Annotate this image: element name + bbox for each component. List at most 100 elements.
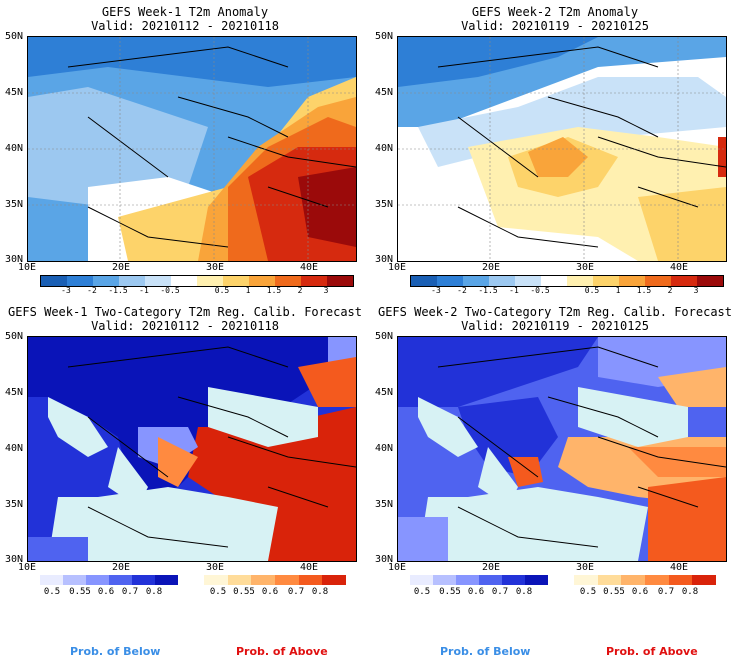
colorbar-swatch <box>155 575 178 585</box>
colorbar-tick: 0.5 <box>413 587 431 597</box>
colorbar-swatch <box>619 276 645 286</box>
colorbar-swatch <box>171 276 197 286</box>
colorbar-swatch <box>86 575 109 585</box>
colorbar-tick: 0.6 <box>467 587 485 597</box>
colorbar-tick: 0.7 <box>287 587 305 597</box>
panel-subtitle: Valid: 20210112 - 20210118 <box>91 319 279 333</box>
colorbar-tick: 2 <box>667 286 673 295</box>
colorbar-tick: 0.6 <box>261 587 279 597</box>
colorbar-swatch <box>227 575 252 585</box>
colorbar-swatch <box>645 575 669 585</box>
colorbar-swatch <box>301 276 327 286</box>
colorbar-swatch <box>697 276 723 286</box>
colorbar-swatch <box>197 276 223 286</box>
lat-label: 35N <box>5 499 24 510</box>
lon-label: 20E <box>111 562 131 573</box>
colorbar-tick: 0.8 <box>145 587 163 597</box>
lon-label: 10E <box>387 262 407 273</box>
colorbar-swatch <box>223 276 249 286</box>
colorbar-tick: 0.55 <box>603 587 625 597</box>
anomaly-map <box>27 36 357 262</box>
lat-label: 50N <box>375 331 394 342</box>
colorbar-tick: -1.5 <box>478 286 498 295</box>
colorbar-tick: 0.55 <box>233 587 255 597</box>
colorbar-swatch <box>671 276 697 286</box>
lat-label: 35N <box>375 499 394 510</box>
colorbar-tick: 1.5 <box>636 286 652 295</box>
panel-subtitle: Valid: 20210119 - 20210125 <box>461 19 649 33</box>
colorbar-tick: -2 <box>87 286 97 295</box>
colorbar-swatch <box>692 575 717 585</box>
panel-week2-probability: GEFS Week-2 Two-Category T2m Reg. Calib.… <box>370 300 740 662</box>
colorbar-tick: -2 <box>457 286 467 295</box>
lon-label: 40E <box>669 562 689 573</box>
colorbar-swatch <box>515 276 541 286</box>
colorbar-swatch <box>298 575 323 585</box>
prob-below-label: Prob. of Below <box>70 645 161 658</box>
colorbar-tick: 0.6 <box>97 587 115 597</box>
colorbar-swatch <box>410 575 433 585</box>
colorbar-swatch <box>41 276 67 286</box>
colorbar-swatch <box>502 575 525 585</box>
colorbar-tick: -0.5 <box>530 286 550 295</box>
lon-label: 10E <box>17 262 37 273</box>
panel-title: GEFS Week-2 T2m Anomaly <box>471 5 639 19</box>
lon-label: 20E <box>481 562 501 573</box>
lon-label: 30E <box>575 262 595 273</box>
colorbar-tick: 0.5 <box>584 286 600 295</box>
colorbar-swatch <box>63 575 86 585</box>
colorbar-swatch <box>645 276 671 286</box>
colorbar-swatch <box>411 276 437 286</box>
colorbar-swatch <box>668 575 693 585</box>
lon-label: 40E <box>669 262 689 273</box>
colorbar-tick: 0.8 <box>515 587 533 597</box>
panel-title: GEFS Week-1 T2m Anomaly <box>101 5 269 19</box>
colorbar-tick: -1.5 <box>108 286 128 295</box>
panel-subtitle: Valid: 20210112 - 20210118 <box>91 19 279 33</box>
lat-label: 40N <box>5 443 24 454</box>
colorbar-swatch <box>479 575 502 585</box>
lon-label: 10E <box>17 562 37 573</box>
colorbar-swatch <box>327 276 353 286</box>
colorbar-swatch <box>463 276 489 286</box>
lat-label: 50N <box>375 31 394 42</box>
prob-above-label: Prob. of Above <box>606 645 698 658</box>
colorbar-swatch <box>204 575 228 585</box>
lat-label: 50N <box>5 31 24 42</box>
colorbar-tick: 1 <box>245 286 251 295</box>
colorbar-tick: -1 <box>509 286 519 295</box>
colorbar-tick: 0.7 <box>657 587 675 597</box>
colorbar-swatch <box>145 276 171 286</box>
colorbar-tick: 0.8 <box>311 587 329 597</box>
below-colorbar <box>40 575 178 585</box>
colorbar-tick: 0.6 <box>631 587 649 597</box>
colorbar-swatch <box>437 276 463 286</box>
colorbar-swatch <box>567 276 593 286</box>
colorbar-swatch <box>621 575 646 585</box>
anomaly-colorbar <box>40 275 354 287</box>
lat-label: 35N <box>5 199 24 210</box>
colorbar-swatch <box>525 575 548 585</box>
lat-label: 40N <box>375 143 394 154</box>
colorbar-swatch <box>251 575 276 585</box>
colorbar-tick: 0.5 <box>209 587 227 597</box>
lon-label: 20E <box>481 262 501 273</box>
prob-below-label: Prob. of Below <box>440 645 531 658</box>
colorbar-tick: 0.5 <box>43 587 61 597</box>
lat-label: 30N <box>5 554 24 565</box>
colorbar-swatch <box>275 575 299 585</box>
anomaly-colorbar <box>410 275 724 287</box>
lat-label: 30N <box>375 554 394 565</box>
colorbar-swatch <box>132 575 155 585</box>
colorbar-tick: 1 <box>615 286 621 295</box>
lon-label: 40E <box>299 562 319 573</box>
colorbar-swatch <box>67 276 93 286</box>
panel-title: GEFS Week-2 Two-Category T2m Reg. Calib.… <box>377 305 732 319</box>
lat-label: 45N <box>375 387 394 398</box>
colorbar-swatch <box>119 276 145 286</box>
lon-label: 10E <box>387 562 407 573</box>
panel-week2-anomaly: GEFS Week-2 T2m Anomaly Valid: 20210119 … <box>370 0 740 300</box>
lon-label: 30E <box>575 562 595 573</box>
panel-week1-anomaly: GEFS Week-1 T2m Anomaly Valid: 20210112 … <box>0 0 370 300</box>
lat-label: 30N <box>375 254 394 265</box>
